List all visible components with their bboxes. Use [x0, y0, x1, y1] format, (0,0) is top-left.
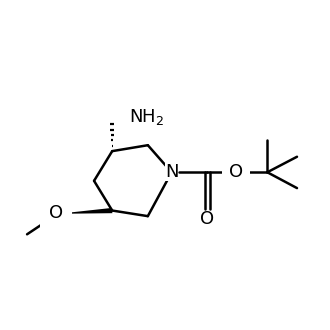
Text: O: O: [49, 204, 63, 222]
Text: NH$_2$: NH$_2$: [129, 107, 164, 127]
Text: N: N: [165, 163, 178, 181]
Text: O: O: [229, 163, 243, 181]
Polygon shape: [58, 208, 112, 214]
Text: O: O: [200, 210, 214, 228]
